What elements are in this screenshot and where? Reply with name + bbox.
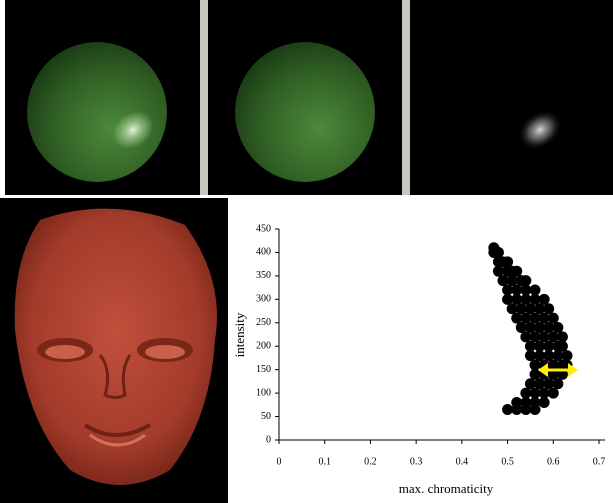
y-axis-label: intensity	[232, 312, 247, 357]
point	[548, 313, 559, 324]
point	[530, 404, 541, 415]
y-tick-label: 400	[256, 247, 271, 258]
point	[530, 284, 541, 295]
y-tick-label: 200	[256, 341, 271, 352]
y-tick-label: 250	[256, 317, 271, 328]
face-render	[0, 198, 228, 503]
x-tick-label: 0.4	[456, 456, 469, 467]
point	[511, 266, 522, 277]
figure: intensity max. chromaticity 0 50 100 150 200…	[0, 0, 613, 503]
point	[520, 275, 531, 286]
x-tick-label: 0.3	[410, 456, 423, 467]
point	[557, 341, 568, 352]
y-tick-label: 150	[256, 364, 271, 375]
point	[543, 303, 554, 314]
point	[548, 388, 559, 399]
x-tick-label: 0.1	[318, 456, 331, 467]
point	[502, 256, 513, 267]
point	[557, 331, 568, 342]
point	[552, 322, 563, 333]
y-tick-label: 300	[256, 294, 271, 305]
y-tick-label: 0	[266, 434, 271, 445]
point	[539, 294, 550, 305]
point	[552, 378, 563, 389]
sphere-panels	[5, 0, 613, 195]
x-tick-label: 0.5	[501, 456, 514, 467]
x-tick-label: 0.6	[547, 456, 560, 467]
y-tick-label: 100	[256, 387, 271, 398]
point	[539, 397, 550, 408]
x-tick-label: 0.7	[593, 456, 606, 467]
x-axis-label: max. chromaticity	[399, 481, 494, 496]
x-tick-label: 0.2	[364, 456, 377, 467]
point	[493, 247, 504, 258]
y-tick-label: 50	[261, 411, 271, 422]
y-tick-label: 350	[256, 270, 271, 281]
x-tick-label: 0	[277, 456, 282, 467]
y-tick-label: 450	[256, 223, 271, 234]
point	[562, 350, 573, 361]
scatter-plot: intensity max. chromaticity 0 50 100 150 200…	[232, 223, 605, 496]
